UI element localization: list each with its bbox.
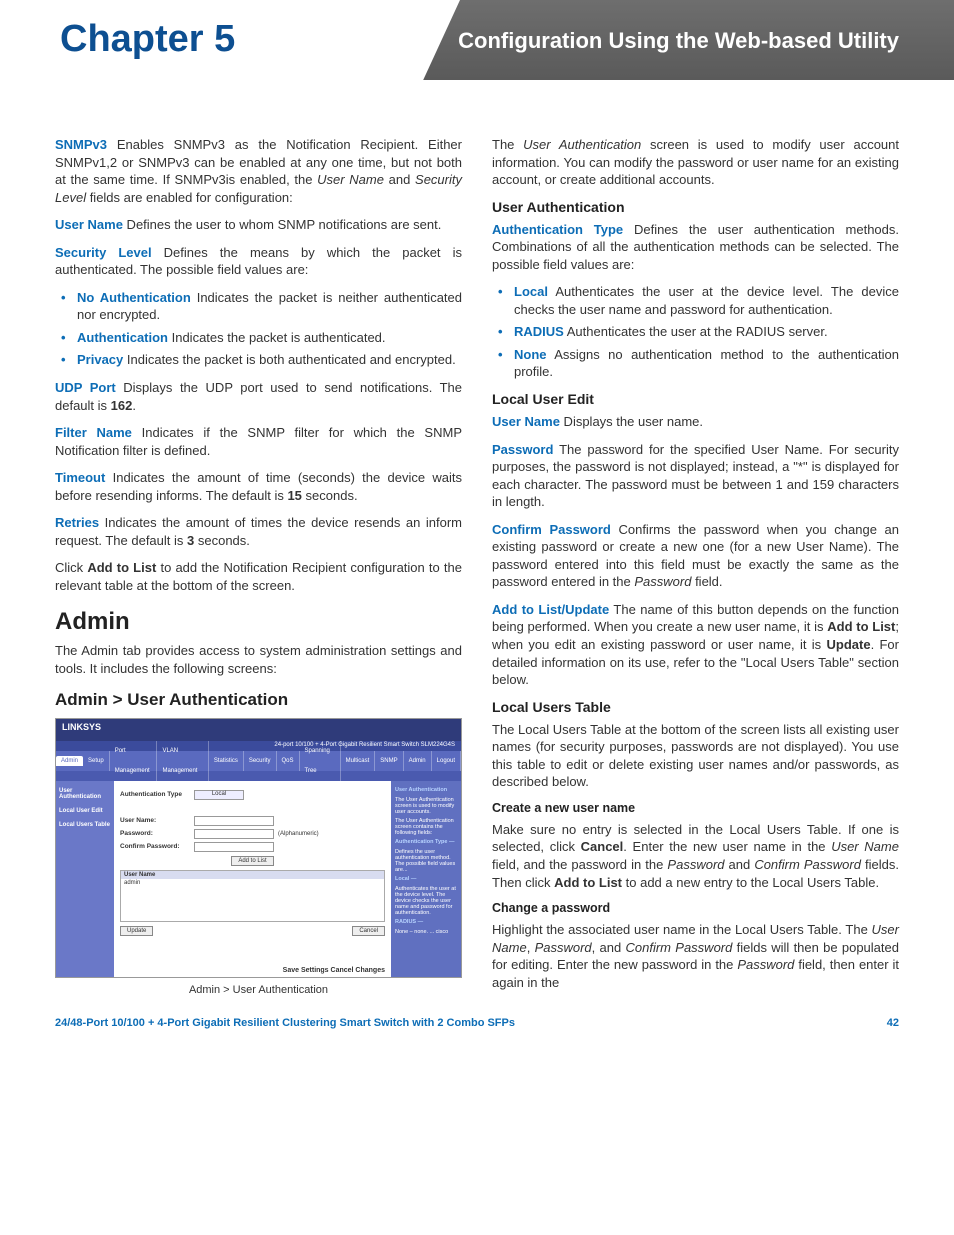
para-security: Security Level Defines the means by whic… bbox=[55, 244, 462, 279]
para-filter: Filter Name Indicates if the SNMP filter… bbox=[55, 424, 462, 459]
shot-tab[interactable]: Port Management bbox=[110, 741, 158, 781]
figure-userauth: LINKSYS 24-port 10/100 + 4-Port Gigabit … bbox=[55, 718, 462, 996]
shot-tab[interactable]: Spanning Tree bbox=[300, 741, 341, 781]
shot-side-item: User Authentication bbox=[59, 788, 111, 800]
para-lue-add: Add to List/Update The name of this butt… bbox=[492, 601, 899, 689]
shot-tab[interactable]: SNMP bbox=[375, 751, 403, 771]
para-lue-conf: Confirm Password Confirms the password w… bbox=[492, 521, 899, 591]
bullet-none: None Assigns no authentication method to… bbox=[496, 346, 899, 381]
para-addtolist: Click Add to List to add the Notificatio… bbox=[55, 559, 462, 594]
bullet-privacy: Privacy Indicates the packet is both aut… bbox=[59, 351, 462, 369]
para-lue-user: User Name Displays the user name. bbox=[492, 413, 899, 431]
shot-row-authtype: Authentication Type Local bbox=[120, 790, 385, 800]
chapter-title: Chapter 5 bbox=[60, 18, 235, 61]
para-admin: The Admin tab provides access to system … bbox=[55, 642, 462, 677]
shot-table-header: User Name bbox=[121, 871, 384, 879]
header-subtitle: Configuration Using the Web-based Utilit… bbox=[458, 28, 899, 54]
para-udpport: UDP Port Displays the UDP port used to s… bbox=[55, 379, 462, 414]
para-lue-pass: Password The password for the specified … bbox=[492, 441, 899, 511]
shot-tab[interactable]: Logout bbox=[432, 751, 461, 771]
shot-side-item: Local Users Table bbox=[59, 822, 111, 828]
para-retries: Retries Indicates the amount of times th… bbox=[55, 514, 462, 549]
footer-left: 24/48-Port 10/100 + 4-Port Gigabit Resil… bbox=[55, 1017, 515, 1029]
para-username: User Name Defines the user to whom SNMP … bbox=[55, 216, 462, 234]
shot-help: User Authentication The User Authenticat… bbox=[391, 781, 461, 977]
shot-btn-update[interactable]: Update bbox=[120, 926, 153, 936]
shot-userstable: User Name admin bbox=[120, 870, 385, 922]
shot-btn-cancel[interactable]: Cancel bbox=[352, 926, 385, 936]
shot-btn-add[interactable]: Add to List bbox=[231, 856, 273, 866]
shot-side-item: Local User Edit bbox=[59, 808, 111, 814]
shot-tab[interactable]: Multicast bbox=[341, 751, 376, 771]
shot-tab[interactable]: Statistics bbox=[209, 751, 244, 771]
shot-brand: LINKSYS bbox=[56, 719, 461, 741]
shot-row-conf: Confirm Password: bbox=[120, 842, 385, 852]
para-timeout: Timeout Indicates the amount of time (se… bbox=[55, 469, 462, 504]
figure-caption: Admin > User Authentication bbox=[55, 984, 462, 996]
shot-input-conf[interactable] bbox=[194, 842, 274, 852]
security-bullets: No Authentication Indicates the packet i… bbox=[55, 289, 462, 369]
shot-tab[interactable]: QoS bbox=[277, 751, 300, 771]
para-authtype: Authentication Type Defines the user aut… bbox=[492, 221, 899, 274]
bullet-auth: Authentication Indicates the packet is a… bbox=[59, 329, 462, 347]
para-lut: The Local Users Table at the bottom of t… bbox=[492, 721, 899, 791]
shot-input-pass[interactable] bbox=[194, 829, 274, 839]
page-header: Chapter 5 Configuration Using the Web-ba… bbox=[0, 0, 954, 100]
heading-localuseredit: Local User Edit bbox=[492, 391, 899, 407]
screenshot: LINKSYS 24-port 10/100 + 4-Port Gigabit … bbox=[55, 718, 462, 978]
heading-admin-userauth: Admin > User Authentication bbox=[55, 690, 462, 710]
shot-tab[interactable]: Security bbox=[244, 751, 277, 771]
page: Chapter 5 Configuration Using the Web-ba… bbox=[0, 0, 954, 1069]
left-column: SNMPv3 Enables SNMPv3 as the Notificatio… bbox=[55, 130, 462, 1001]
shot-select-authtype[interactable]: Local bbox=[194, 790, 244, 800]
term-snmpv3: SNMPv3 bbox=[55, 137, 107, 152]
footer-page-number: 42 bbox=[887, 1017, 899, 1029]
shot-row-pass: Password: (Alphanumeric) bbox=[120, 829, 385, 839]
para-snmpv3: SNMPv3 Enables SNMPv3 as the Notificatio… bbox=[55, 136, 462, 206]
right-column: The User Authentication screen is used t… bbox=[492, 130, 899, 1001]
heading-localuserstable: Local Users Table bbox=[492, 699, 899, 715]
heading-admin: Admin bbox=[55, 608, 462, 636]
bullet-noauth: No Authentication Indicates the packet i… bbox=[59, 289, 462, 324]
shot-tab[interactable]: Admin bbox=[404, 751, 432, 771]
bullet-local: Local Authenticates the user at the devi… bbox=[496, 283, 899, 318]
para-intro: The User Authentication screen is used t… bbox=[492, 136, 899, 189]
shot-row-user: User Name: bbox=[120, 816, 385, 826]
page-footer: 24/48-Port 10/100 + 4-Port Gigabit Resil… bbox=[0, 1011, 954, 1029]
shot-input-user[interactable] bbox=[194, 816, 274, 826]
shot-tabs: Admin Setup Port Management VLAN Managem… bbox=[56, 751, 461, 771]
shot-tab[interactable]: Setup bbox=[83, 751, 110, 771]
heading-change: Change a password bbox=[492, 901, 899, 915]
shot-body: User Authentication Local User Edit Loca… bbox=[56, 781, 461, 977]
heading-create: Create a new user name bbox=[492, 801, 899, 815]
content-columns: SNMPv3 Enables SNMPv3 as the Notificatio… bbox=[0, 100, 954, 1011]
shot-tab[interactable]: VLAN Management bbox=[157, 741, 208, 781]
shot-main: Authentication Type Local User Name: Pas… bbox=[114, 781, 391, 977]
shot-sidebar: User Authentication Local User Edit Loca… bbox=[56, 781, 114, 977]
authtype-bullets: Local Authenticates the user at the devi… bbox=[492, 283, 899, 381]
para-create: Make sure no entry is selected in the Lo… bbox=[492, 821, 899, 891]
shot-save[interactable]: Save Settings Cancel Changes bbox=[283, 967, 385, 974]
heading-userauth: User Authentication bbox=[492, 199, 899, 215]
shot-tab-admin[interactable]: Admin bbox=[56, 756, 83, 766]
shot-table-row[interactable]: admin bbox=[121, 879, 384, 887]
para-change: Highlight the associated user name in th… bbox=[492, 921, 899, 991]
bullet-radius: RADIUS Authenticates the user at the RAD… bbox=[496, 323, 899, 341]
